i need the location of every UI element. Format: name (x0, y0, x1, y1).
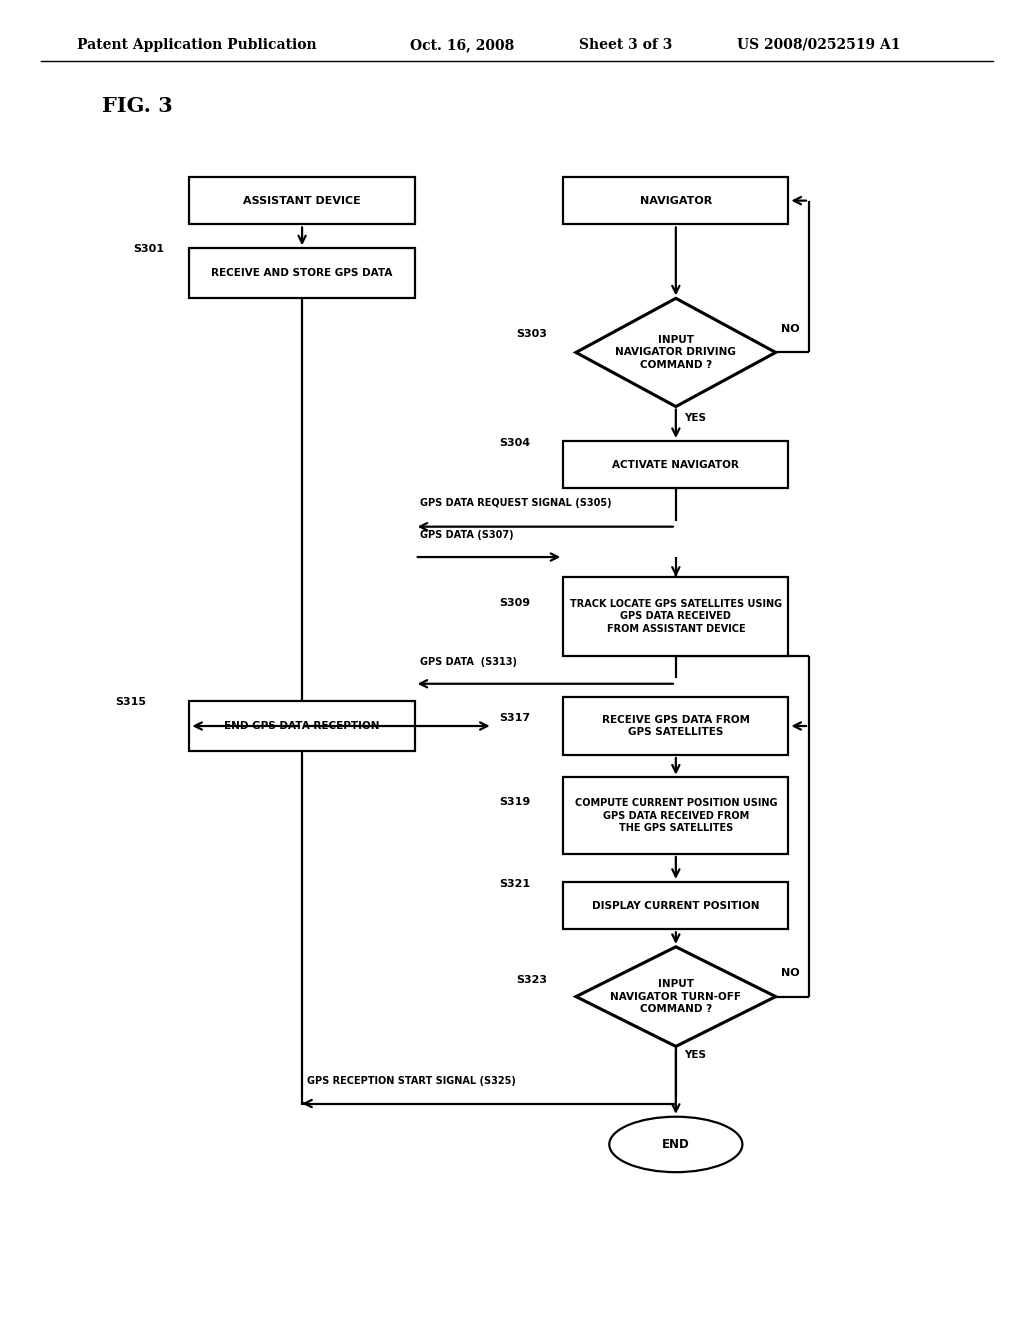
Text: END GPS DATA RECEPTION: END GPS DATA RECEPTION (224, 721, 380, 731)
FancyBboxPatch shape (189, 701, 415, 751)
Text: ACTIVATE NAVIGATOR: ACTIVATE NAVIGATOR (612, 459, 739, 470)
Text: GPS DATA REQUEST SIGNAL (S305): GPS DATA REQUEST SIGNAL (S305) (420, 498, 611, 508)
FancyBboxPatch shape (563, 882, 788, 929)
Text: US 2008/0252519 A1: US 2008/0252519 A1 (737, 38, 901, 51)
Text: ASSISTANT DEVICE: ASSISTANT DEVICE (244, 195, 360, 206)
Text: S304: S304 (500, 438, 530, 449)
Polygon shape (575, 298, 776, 407)
Text: S319: S319 (500, 797, 531, 808)
Text: END: END (662, 1138, 690, 1151)
Text: RECEIVE GPS DATA FROM
GPS SATELLITES: RECEIVE GPS DATA FROM GPS SATELLITES (602, 715, 750, 737)
Text: GPS DATA (S307): GPS DATA (S307) (420, 529, 513, 540)
Text: Oct. 16, 2008: Oct. 16, 2008 (410, 38, 514, 51)
Text: S309: S309 (500, 598, 530, 609)
FancyBboxPatch shape (189, 177, 415, 224)
Text: NAVIGATOR: NAVIGATOR (640, 195, 712, 206)
Text: S317: S317 (500, 713, 530, 723)
Text: TRACK LOCATE GPS SATELLITES USING
GPS DATA RECEIVED
FROM ASSISTANT DEVICE: TRACK LOCATE GPS SATELLITES USING GPS DA… (569, 599, 782, 634)
FancyBboxPatch shape (563, 441, 788, 488)
Text: GPS DATA  (S313): GPS DATA (S313) (420, 656, 517, 667)
Text: COMPUTE CURRENT POSITION USING
GPS DATA RECEIVED FROM
THE GPS SATELLITES: COMPUTE CURRENT POSITION USING GPS DATA … (574, 799, 777, 833)
Text: Patent Application Publication: Patent Application Publication (77, 38, 316, 51)
Text: FIG. 3: FIG. 3 (102, 95, 173, 116)
Ellipse shape (609, 1117, 742, 1172)
Text: NO: NO (781, 323, 800, 334)
Text: YES: YES (684, 413, 706, 424)
FancyBboxPatch shape (563, 577, 788, 656)
Text: Sheet 3 of 3: Sheet 3 of 3 (579, 38, 672, 51)
Text: GPS RECEPTION START SIGNAL (S325): GPS RECEPTION START SIGNAL (S325) (307, 1076, 516, 1086)
Text: INPUT
NAVIGATOR TURN-OFF
COMMAND ?: INPUT NAVIGATOR TURN-OFF COMMAND ? (610, 979, 741, 1014)
Text: RECEIVE AND STORE GPS DATA: RECEIVE AND STORE GPS DATA (211, 268, 393, 279)
FancyBboxPatch shape (563, 777, 788, 854)
Text: NO: NO (781, 968, 800, 978)
FancyBboxPatch shape (189, 248, 415, 298)
Text: INPUT
NAVIGATOR DRIVING
COMMAND ?: INPUT NAVIGATOR DRIVING COMMAND ? (615, 335, 736, 370)
Polygon shape (575, 946, 776, 1047)
Text: DISPLAY CURRENT POSITION: DISPLAY CURRENT POSITION (592, 900, 760, 911)
Text: YES: YES (684, 1051, 706, 1060)
FancyBboxPatch shape (563, 697, 788, 755)
Text: S301: S301 (133, 244, 164, 255)
Text: S303: S303 (516, 329, 548, 339)
Text: S321: S321 (500, 879, 530, 890)
Text: S315: S315 (116, 697, 146, 708)
Text: S323: S323 (516, 975, 548, 986)
FancyBboxPatch shape (563, 177, 788, 224)
